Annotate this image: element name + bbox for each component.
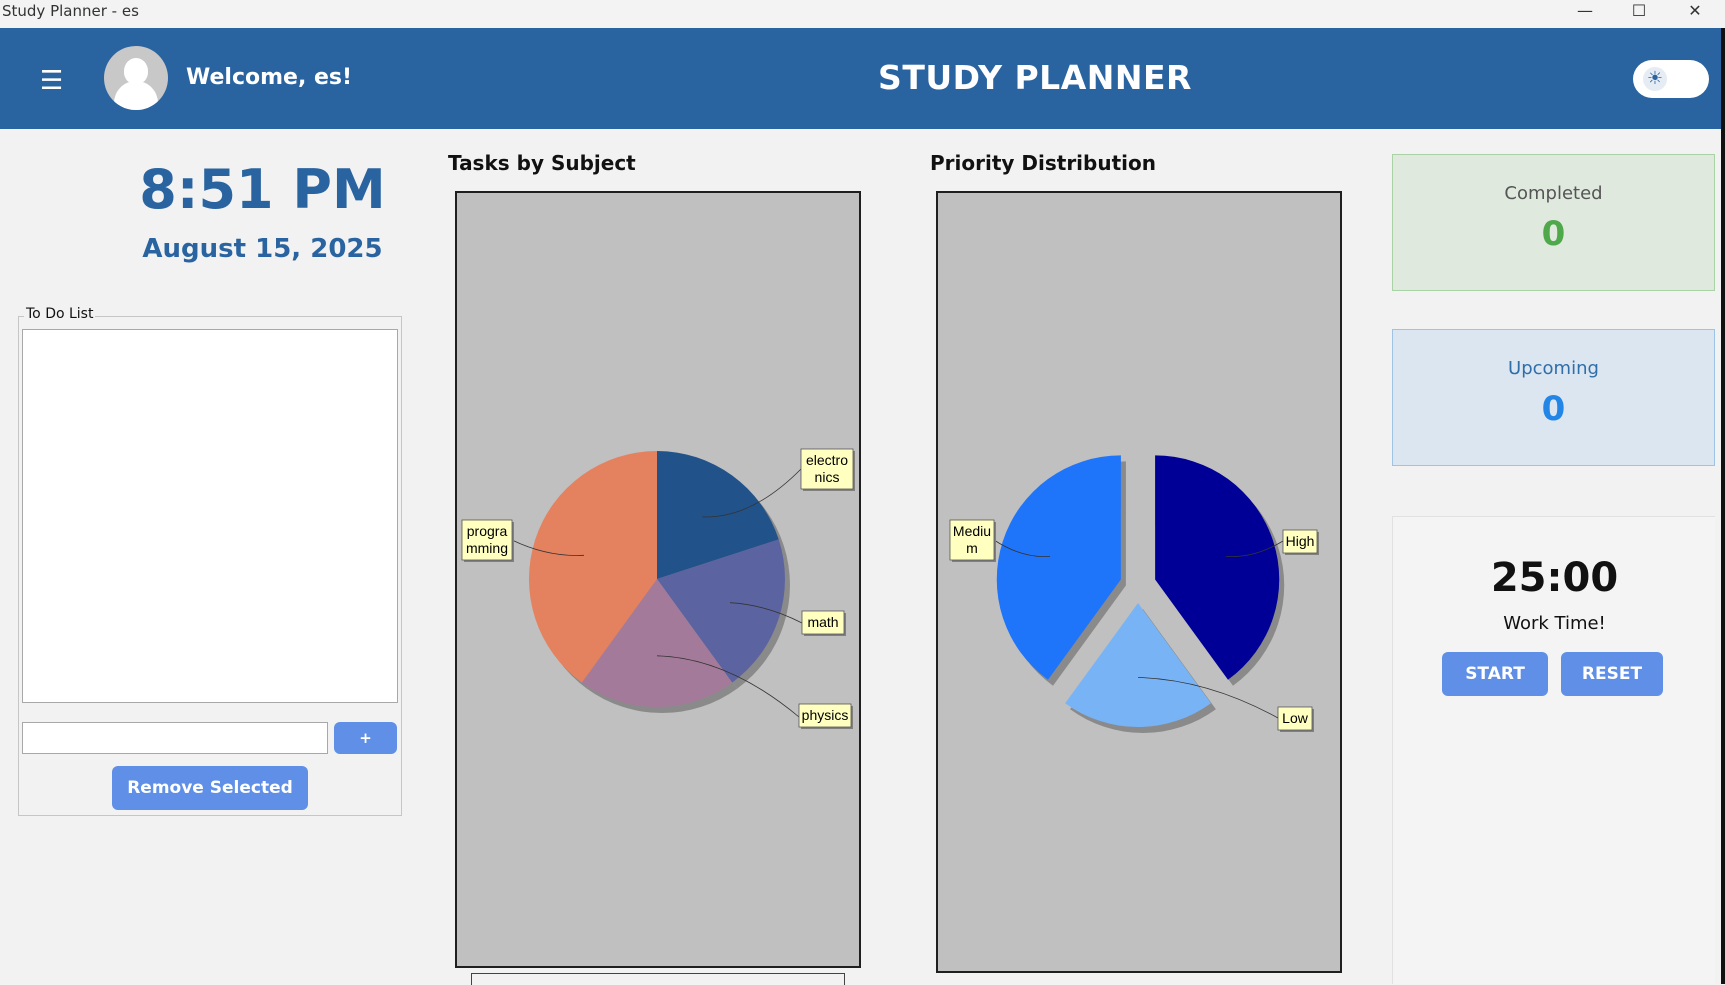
upcoming-label: Upcoming (1508, 358, 1599, 379)
leader-line-programming (511, 539, 585, 556)
leader-line-Low (1137, 677, 1279, 719)
window-border (1721, 28, 1725, 984)
completed-label: Completed (1504, 183, 1603, 204)
app-title: STUDY PLANNER (878, 58, 1192, 97)
svg-text:mming: mming (466, 540, 508, 556)
pie-slice-physics (581, 579, 733, 708)
pie-label-High: High (1282, 529, 1319, 555)
sun-icon: ☀ (1643, 67, 1667, 91)
leader-line-physics (656, 655, 800, 718)
completed-value: 0 (1541, 214, 1566, 254)
svg-text:High: High (1286, 533, 1315, 549)
leader-line-High (1225, 540, 1284, 557)
svg-text:Low: Low (1282, 710, 1309, 726)
reset-button[interactable]: RESET (1561, 652, 1663, 696)
pie-slice-math (657, 539, 785, 683)
pomodoro-timer: 25:00 Work Time! START RESET (1392, 516, 1715, 984)
upcoming-card: Upcoming 0 (1392, 329, 1715, 466)
leader-line-Medium (993, 539, 1051, 557)
timer-display: 25:00 (1490, 555, 1619, 601)
todo-panel (18, 316, 402, 816)
upcoming-value: 0 (1541, 389, 1566, 429)
subject-chart-panel: electro nics math physics progra mming (455, 191, 861, 968)
pie-slice-electronics (657, 451, 779, 579)
chart-title-priority: Priority Distribution (930, 151, 1156, 175)
theme-toggle[interactable]: ☀ (1633, 60, 1709, 98)
close-icon[interactable]: ✕ (1688, 1, 1702, 20)
clock-date: August 15, 2025 (142, 234, 383, 264)
svg-text:electro: electro (806, 452, 848, 468)
add-task-button[interactable]: + (334, 722, 397, 754)
maximize-icon[interactable]: ☐ (1631, 1, 1647, 20)
minimize-icon[interactable]: — (1577, 1, 1593, 20)
svg-text:math: math (807, 614, 838, 630)
pie-label-math: math (801, 610, 846, 636)
timer-label: Work Time! (1503, 613, 1606, 634)
pie-slice-programming (528, 451, 657, 683)
priority-chart-panel: High Low Mediu m (936, 191, 1342, 973)
avatar (104, 46, 168, 110)
svg-text:nics: nics (815, 469, 840, 485)
hamburger-icon[interactable]: ☰ (40, 66, 64, 96)
leader-line-math (729, 602, 803, 624)
pie-slice-Medium (996, 455, 1121, 680)
todo-input[interactable] (22, 722, 328, 754)
clock-time: 8:51 PM (139, 158, 386, 221)
completed-card: Completed 0 (1392, 154, 1715, 291)
svg-text:physics: physics (802, 707, 849, 723)
welcome-text: Welcome, es! (186, 65, 353, 90)
start-button[interactable]: START (1442, 652, 1548, 696)
chart-scroll-strip (471, 973, 845, 985)
svg-text:m: m (966, 540, 978, 556)
pie-label-physics: physics (798, 703, 853, 729)
todo-legend: To Do List (24, 306, 96, 322)
window-titlebar: Study Planner - es — ☐ ✕ (0, 0, 1725, 28)
svg-text:Mediu: Mediu (953, 523, 991, 539)
window-title: Study Planner - es (2, 2, 139, 20)
pie-slice-Low (1065, 603, 1211, 727)
app-header: ☰ Welcome, es! STUDY PLANNER ☀ (0, 28, 1721, 129)
chart-title-subject: Tasks by Subject (448, 151, 636, 175)
leader-line-electronics (702, 468, 802, 518)
svg-text:progra: progra (467, 523, 508, 539)
pie-label-Low: Low (1277, 706, 1314, 732)
pie-slice-High (1155, 455, 1280, 680)
todo-list[interactable] (22, 329, 398, 703)
remove-selected-button[interactable]: Remove Selected (112, 766, 308, 810)
